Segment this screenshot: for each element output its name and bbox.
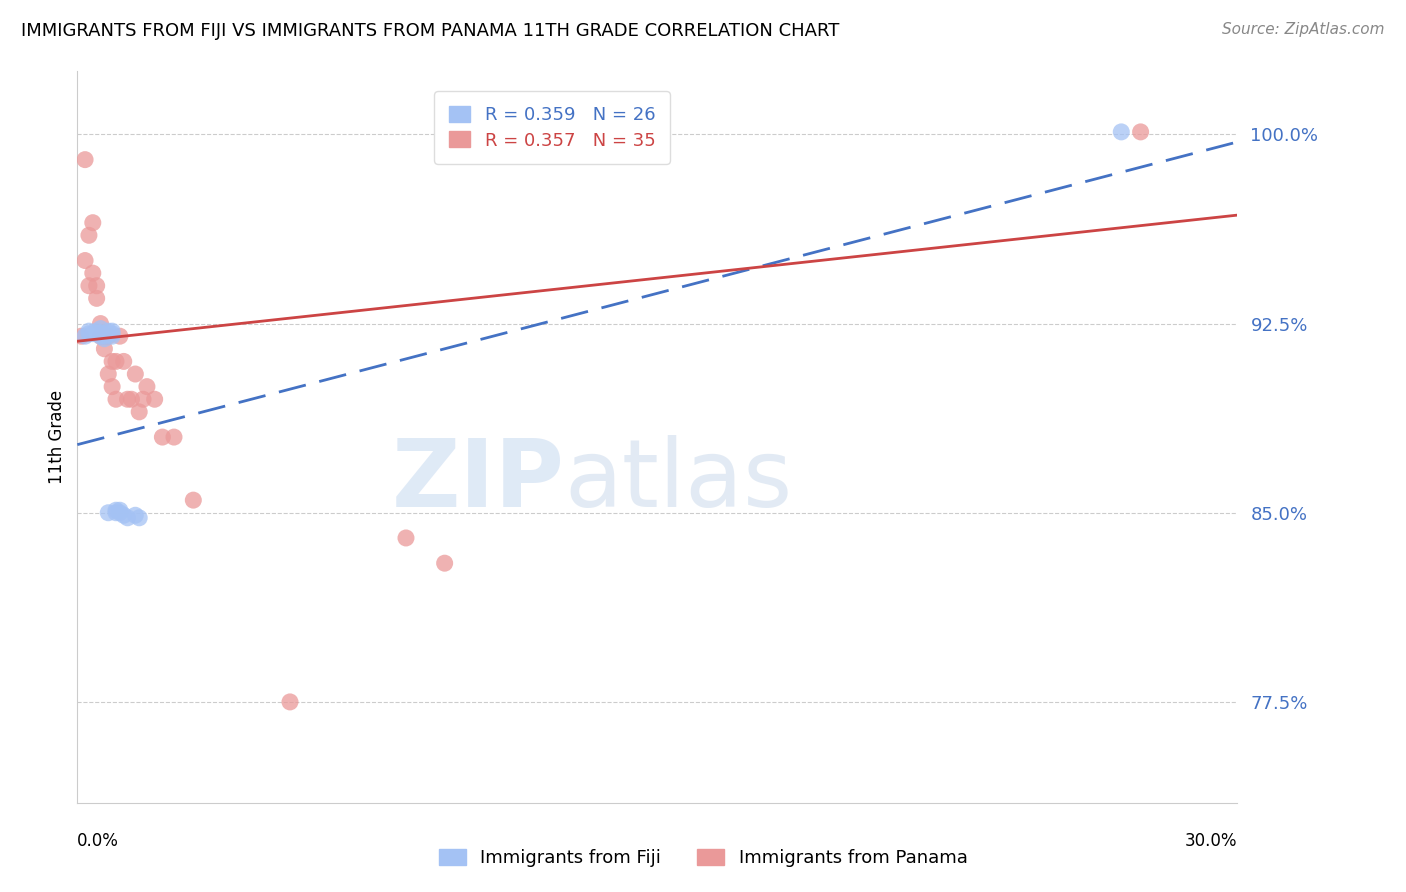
Point (77, 278, 100, 293)
Point (86, 326, 108, 341)
Text: 30.0%: 30.0% (1185, 832, 1237, 850)
Point (93, 332, 115, 346)
Text: IMMIGRANTS FROM FIJI VS IMMIGRANTS FROM PANAMA 11TH GRADE CORRELATION CHART: IMMIGRANTS FROM FIJI VS IMMIGRANTS FROM … (21, 22, 839, 40)
Point (101, 354, 124, 368)
Point (93, 329, 115, 343)
Point (101, 329, 124, 343)
Point (90, 329, 111, 343)
Point (112, 508, 135, 523)
Point (97, 367, 120, 381)
Point (97, 329, 120, 343)
Point (108, 329, 131, 343)
Point (101, 326, 124, 341)
Point (82, 266, 104, 280)
Point (77, 228, 100, 243)
Point (101, 379, 124, 393)
Point (108, 503, 131, 517)
Point (86, 291, 108, 305)
Point (93, 329, 115, 343)
Point (90, 329, 111, 343)
Point (82, 216, 104, 230)
Legend: Immigrants from Fiji, Immigrants from Panama: Immigrants from Fiji, Immigrants from Pa… (432, 841, 974, 874)
Point (1129, 125, 1152, 139)
Point (105, 506, 127, 520)
Point (75, 329, 96, 343)
Point (132, 392, 155, 407)
Point (93, 342, 115, 356)
Point (433, 556, 456, 570)
Point (124, 508, 146, 523)
Point (1111, 125, 1133, 139)
Point (128, 510, 150, 524)
Legend: R = 0.359   N = 26, R = 0.357   N = 35: R = 0.359 N = 26, R = 0.357 N = 35 (434, 91, 671, 164)
Point (97, 324, 120, 338)
Point (117, 392, 139, 407)
Point (163, 430, 186, 444)
Point (86, 278, 108, 293)
Point (90, 326, 111, 341)
Point (101, 324, 124, 338)
Point (112, 354, 135, 368)
Point (77, 326, 100, 341)
Text: ZIP: ZIP (392, 435, 565, 527)
Point (143, 392, 166, 407)
Point (77, 324, 100, 338)
Point (82, 326, 104, 341)
Point (75, 253, 96, 268)
Point (105, 392, 127, 407)
Point (117, 510, 139, 524)
Point (278, 695, 301, 709)
Point (128, 405, 150, 419)
Point (105, 354, 127, 368)
Point (121, 392, 143, 407)
Point (97, 326, 120, 341)
Point (86, 324, 108, 338)
Y-axis label: 11th Grade: 11th Grade (48, 390, 66, 484)
Point (108, 506, 131, 520)
Point (136, 379, 159, 393)
Point (124, 367, 146, 381)
Text: atlas: atlas (565, 435, 793, 527)
Point (70, 329, 93, 343)
Point (152, 430, 174, 444)
Point (90, 317, 111, 331)
Point (75, 153, 96, 167)
Point (105, 503, 127, 517)
Point (395, 531, 418, 545)
Text: 0.0%: 0.0% (77, 832, 120, 850)
Text: Source: ZipAtlas.com: Source: ZipAtlas.com (1222, 22, 1385, 37)
Point (183, 493, 205, 508)
Point (97, 506, 120, 520)
Point (90, 321, 111, 335)
